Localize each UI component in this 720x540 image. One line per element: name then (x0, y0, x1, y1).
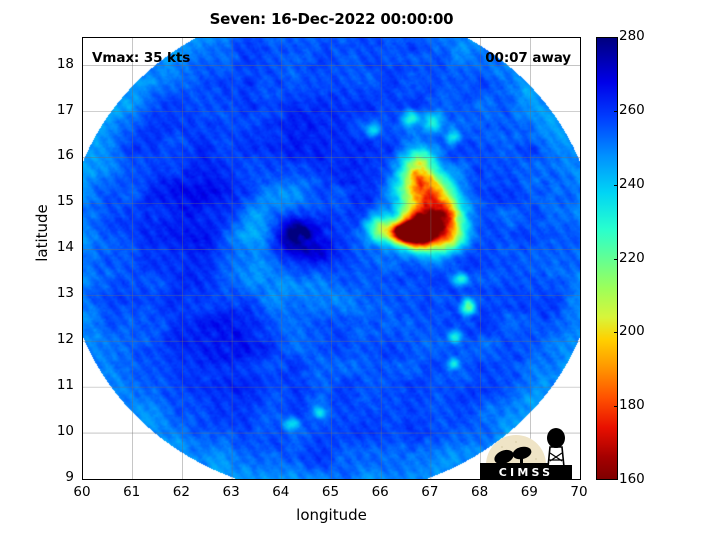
y-tick-label: 18 (56, 55, 74, 72)
colorbar-tick-label: 240 (619, 175, 645, 192)
y-tick-label: 14 (56, 239, 74, 256)
colorbar-tick-mark (614, 110, 618, 112)
plot-area: Vmax: 35 kts 00:07 away CIMSS (82, 37, 581, 480)
vmax-annotation: Vmax: 35 kts (92, 50, 191, 66)
time-away-annotation: 00:07 away (485, 50, 571, 66)
colorbar-tick-mark (614, 332, 618, 334)
x-tick-label: 66 (371, 484, 389, 500)
x-tick-label: 64 (272, 484, 290, 500)
x-tick-label: 62 (172, 484, 190, 500)
y-tick-label: 17 (56, 101, 74, 118)
colorbar-tick-mark (614, 406, 618, 408)
page-title: Seven: 16-Dec-2022 00:00:00 (209, 10, 454, 28)
x-tick-label: 61 (123, 484, 141, 500)
colorbar-tick-label: 220 (619, 249, 645, 266)
colorbar-tick-mark (614, 258, 618, 260)
colorbar-tick-label: 260 (619, 101, 645, 118)
x-tick-label: 68 (471, 484, 489, 500)
brightness-temperature-heatmap (83, 38, 580, 479)
colorbar-tick-label: 280 (619, 28, 645, 44)
colorbar-tick-mark (614, 184, 618, 186)
y-tick-label: 10 (56, 423, 74, 440)
y-axis-label: latitude (33, 204, 51, 262)
colorbar-tick-label: 180 (619, 397, 645, 414)
colorbar-tick-label: 200 (619, 323, 645, 340)
y-tick-label: 12 (56, 331, 74, 348)
y-tick-label: 9 (65, 469, 74, 485)
x-tick-label: 65 (321, 484, 340, 500)
y-tick-label: 13 (56, 285, 74, 302)
x-tick-label: 60 (73, 484, 91, 500)
x-tick-label: 69 (520, 484, 538, 500)
colorbar-gradient (597, 38, 617, 479)
y-tick-label: 15 (56, 193, 74, 210)
colorbar-tick-label: 160 (619, 471, 645, 487)
y-tick-label: 11 (56, 377, 74, 394)
x-axis-label: longitude (296, 506, 367, 524)
x-tick-label: 67 (421, 484, 439, 500)
x-tick-label: 63 (222, 484, 240, 500)
x-tick-label: 70 (570, 484, 588, 500)
y-tick-label: 16 (56, 147, 74, 164)
